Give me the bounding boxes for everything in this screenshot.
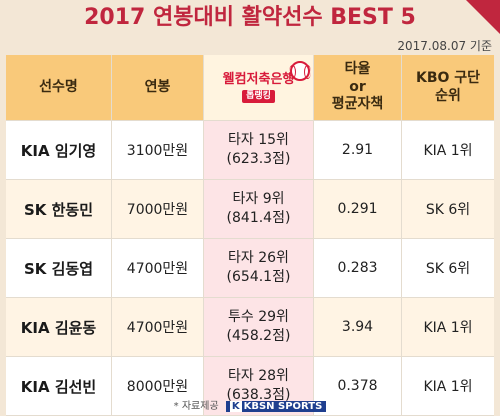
header-stat-line3: 평균자책 [331,96,384,113]
table-header-row: 선수명 연봉 웰컴저축은행 톱랭킹 타율 or 평균자책 KBO 구단 순위 [6,55,494,121]
salary-value: 8000만원 [112,357,204,416]
stat-value: 0.378 [314,357,402,416]
ranking-position: 타자 26위 [228,250,289,267]
bank-ranking: 투수 29위 (458.2점) [204,298,314,357]
ranking-points: (654.1점) [226,269,291,285]
stat-value: 0.291 [314,180,402,239]
baseball-icon [289,61,311,81]
player-name: KIA 김선빈 [6,357,112,416]
table-row: SK 한동민 7000만원 타자 9위 (841.4점) 0.291 SK 6위 [6,180,494,239]
bank-name: 웰컴저축은행 [222,71,295,87]
salary-value: 4700만원 [112,298,204,357]
header-player: 선수명 [6,55,112,121]
table-row: SK 김동엽 4700만원 타자 26위 (654.1점) 0.283 SK 6위 [6,239,494,298]
ranking-position: 타자 28위 [228,368,289,385]
page-title: 2017 연봉대비 활약선수 BEST 5 [84,5,416,30]
ranking-points: (623.3점) [226,151,291,167]
bank-ranking: 타자 9위 (841.4점) [204,180,314,239]
header-salary: 연봉 [112,55,204,121]
team-rank: KIA 1위 [402,121,494,180]
header-bank-ranking: 웰컴저축은행 톱랭킹 [204,55,314,121]
ranking-position: 타자 9위 [232,191,285,208]
footer-credit: * 자료제공 K KBSN SPORTS [0,397,500,415]
player-name: KIA 김윤동 [6,298,112,357]
player-name: SK 김동엽 [6,239,112,298]
ranking-points: (458.2점) [226,328,291,344]
bank-ranking: 타자 26위 (654.1점) [204,239,314,298]
header-stat-line1: 타율 [344,61,371,78]
kbsn-k-mark: K [229,401,242,412]
reference-date: 2017.08.07 기준 [397,39,492,53]
kbsn-brand-text: KBSN SPORTS [243,401,323,412]
stat-value: 3.94 [314,298,402,357]
salary-value: 7000만원 [112,180,204,239]
ranking-position: 타자 15위 [228,132,289,149]
ranking-points: (638.3점) [226,387,291,403]
salary-value: 4700만원 [112,239,204,298]
corner-ribbon [466,0,500,34]
table-row: KIA 임기영 3100만원 타자 15위 (623.3점) 2.91 KIA 1… [6,121,494,180]
team-rank: KIA 1위 [402,298,494,357]
player-name: KIA 임기영 [6,121,112,180]
ranking-points: (841.4점) [226,210,291,226]
team-rank: SK 6위 [402,180,494,239]
bank-sub-label: 톱랭킹 [242,90,275,104]
header-stat-line2: or [349,78,366,95]
header-rank-line1: KBO 구단 [415,70,481,86]
ranking-position: 투수 29위 [228,309,289,326]
stats-table: 선수명 연봉 웰컴저축은행 톱랭킹 타율 or 평균자책 KBO 구단 순위 K… [6,55,494,416]
player-name: SK 한동민 [6,180,112,239]
source-label: * 자료제공 [173,401,219,412]
team-rank: SK 6위 [402,239,494,298]
header-rank-line2: 순위 [435,87,461,104]
salary-value: 3100만원 [112,121,204,180]
kbsn-sports-logo: K KBSN SPORTS [225,401,327,412]
stat-value: 0.283 [314,239,402,298]
bank-ranking: 타자 15위 (623.3점) [204,121,314,180]
header-team-rank: KBO 구단 순위 [402,55,494,121]
bank-logo: 웰컴저축은행 톱랭킹 [222,71,295,104]
table-row: KIA 김윤동 4700만원 투수 29위 (458.2점) 3.94 KIA 1… [6,298,494,357]
stat-value: 2.91 [314,121,402,180]
header-stat: 타율 or 평균자책 [314,55,402,121]
